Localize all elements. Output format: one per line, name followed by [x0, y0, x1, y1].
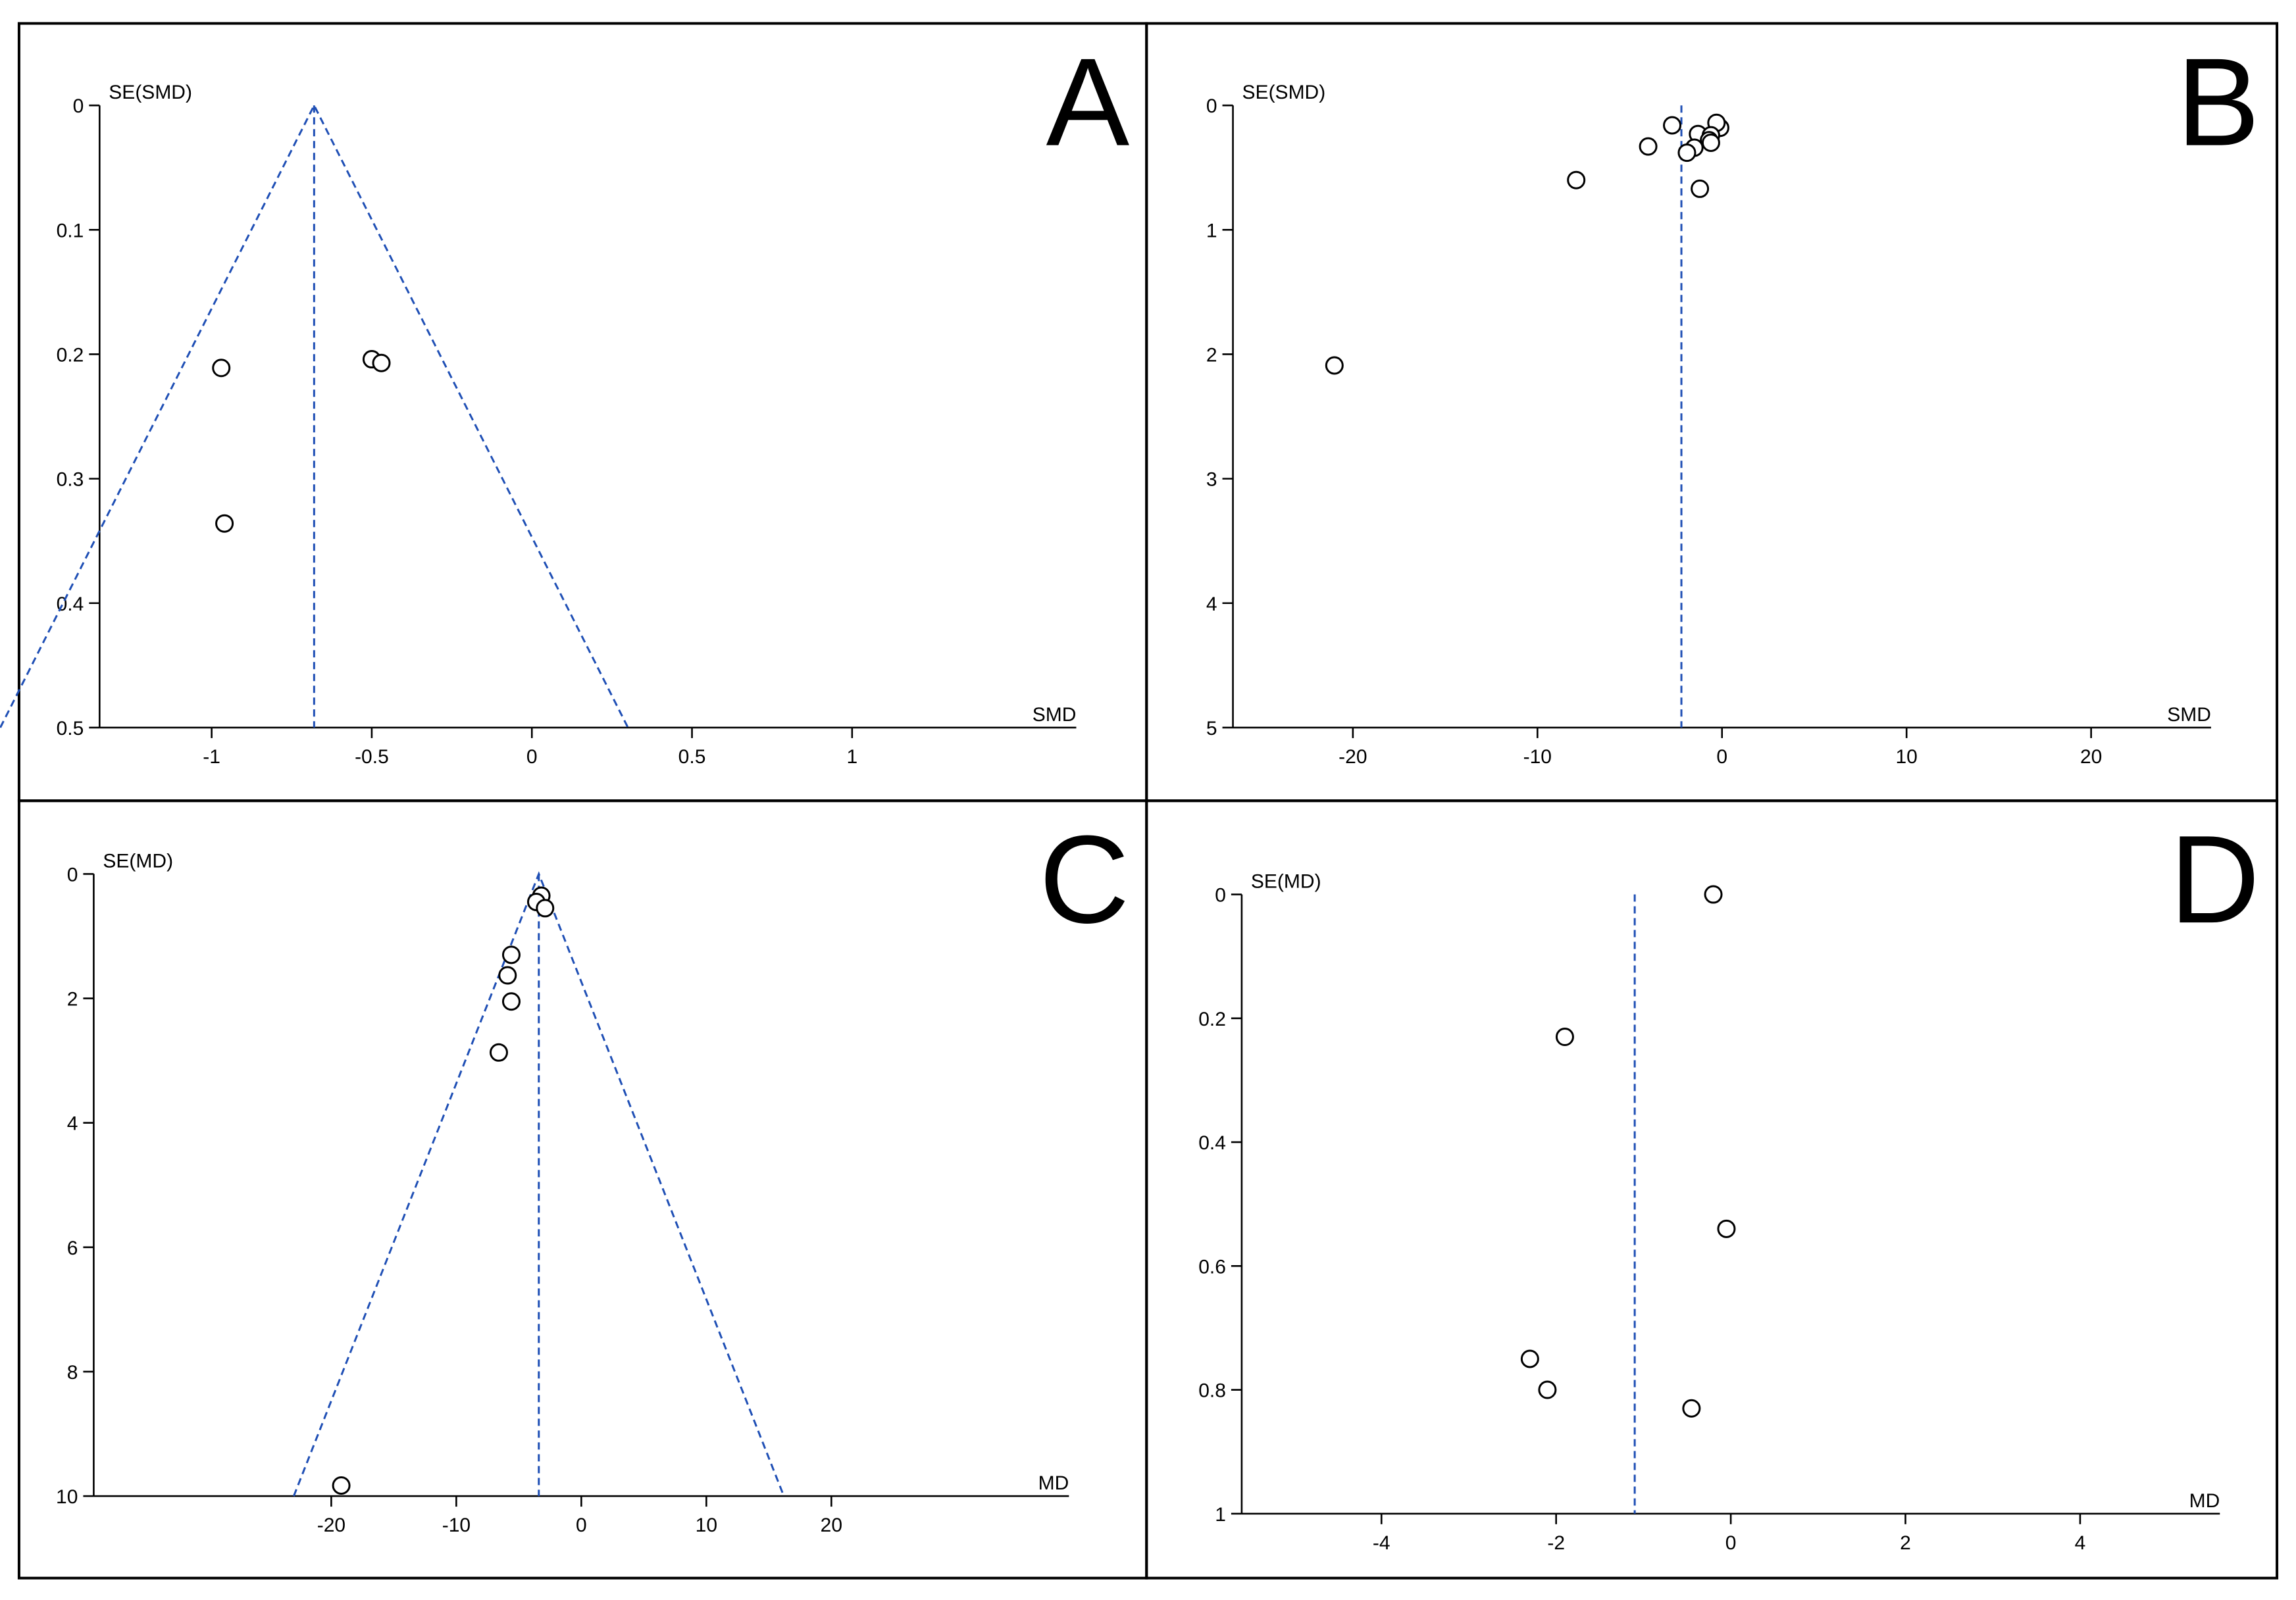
panel-label: A — [1046, 33, 1130, 172]
y-tick-label: 1 — [1206, 220, 1217, 241]
y-tick-label: 4 — [67, 1113, 78, 1135]
study-point — [1538, 1380, 1557, 1399]
study-point — [501, 992, 521, 1011]
x-tick-label: 2 — [1900, 1532, 1911, 1554]
study-point — [536, 899, 555, 918]
funnel-boundary — [292, 871, 785, 1497]
y-tick-label: 0.2 — [57, 344, 84, 366]
y-tick-label: 5 — [1206, 718, 1217, 739]
x-tick-label: -1 — [203, 746, 220, 768]
y-tick-label: 8 — [67, 1362, 78, 1384]
y-tick-label: 3 — [1206, 469, 1217, 491]
study-point — [1691, 179, 1710, 198]
y-axis-label: SE(SMD) — [109, 82, 192, 103]
study-point — [1555, 1028, 1574, 1047]
study-point — [1567, 170, 1586, 189]
study-point — [332, 1476, 351, 1495]
x-tick-label: 20 — [821, 1514, 842, 1536]
y-tick-label: 0.3 — [57, 469, 84, 491]
study-point — [1663, 116, 1682, 135]
x-tick-label: -2 — [1547, 1532, 1565, 1554]
study-point — [1704, 885, 1723, 904]
x-tick-label: 0.5 — [678, 746, 706, 768]
panel-label: C — [1039, 810, 1129, 949]
panel-a: 0 0.1 0.2 0.3 0.4 0.5 -1 -0.5 0 0.5 1 SE(SMD) SMD A — [0, 22, 1148, 803]
y-tick-label: 0.6 — [1198, 1256, 1226, 1278]
y-tick-label: 6 — [67, 1238, 78, 1259]
x-tick-label: -4 — [1373, 1532, 1390, 1554]
x-axis-label: SMD — [2167, 704, 2211, 726]
study-point — [372, 353, 391, 372]
x-tick-label: -0.5 — [355, 746, 389, 768]
y-axis-label: SE(SMD) — [1242, 82, 1326, 103]
x-tick-label: -20 — [1339, 746, 1367, 768]
y-tick-label: 0.2 — [1198, 1009, 1226, 1030]
y-tick-label: 0 — [1215, 885, 1226, 907]
x-axis-label: MD — [2189, 1490, 2220, 1512]
study-point — [1717, 1219, 1736, 1238]
x-axis-label: SMD — [1033, 704, 1077, 726]
y-tick-label: 1 — [1215, 1504, 1226, 1526]
y-axis-label: SE(MD) — [1251, 871, 1321, 893]
y-tick-label: 0.4 — [1198, 1132, 1226, 1154]
study-point — [501, 945, 521, 964]
x-axis-label: MD — [1038, 1472, 1069, 1494]
x-tick-label: 0 — [1716, 746, 1727, 768]
y-tick-label: 2 — [1206, 344, 1217, 366]
y-tick-label: 0.1 — [57, 220, 84, 241]
x-tick-label: 10 — [696, 1514, 717, 1536]
panel-d: 0 0.2 0.4 0.6 0.8 1 -4 -2 0 2 4 SE(MD) MD D — [1145, 799, 2279, 1580]
panel-border — [1145, 799, 2279, 1580]
study-point — [1701, 133, 1720, 152]
y-tick-label: 0 — [67, 864, 78, 886]
x-tick-label: 10 — [1896, 746, 1918, 768]
x-tick-label: 0 — [576, 1514, 587, 1536]
y-tick-label: 0 — [73, 95, 84, 117]
x-tick-label: 0 — [526, 746, 538, 768]
panel-label: B — [2176, 33, 2260, 172]
study-point — [1520, 1349, 1539, 1368]
x-tick-label: 1 — [846, 746, 857, 768]
panel-c: 0 2 4 6 8 10 -20 -10 0 10 20 SE(MD) MD C — [17, 799, 1148, 1580]
panels: 0 0.1 0.2 0.3 0.4 0.5 -1 -0.5 0 0.5 1 SE(SMD) SMD A 0 1… — [0, 22, 2279, 1580]
y-tick-label: 0.8 — [1198, 1380, 1226, 1402]
panel-label: D — [2170, 810, 2260, 949]
study-point — [1682, 1399, 1701, 1418]
funnel-boundary — [0, 103, 629, 728]
study-point — [1325, 356, 1344, 375]
study-point — [1677, 143, 1696, 162]
y-tick-label: 0.5 — [57, 718, 84, 739]
x-tick-label: 4 — [2075, 1532, 2086, 1554]
y-tick-label: 0 — [1206, 95, 1217, 117]
y-tick-label: 0.4 — [57, 593, 84, 615]
y-axis-label: SE(MD) — [103, 850, 173, 872]
x-tick-label: -10 — [1523, 746, 1552, 768]
study-point — [215, 514, 234, 533]
y-tick-label: 2 — [67, 989, 78, 1011]
study-point — [1639, 137, 1658, 156]
study-point — [212, 359, 231, 378]
x-tick-label: -20 — [317, 1514, 345, 1536]
study-point — [489, 1043, 508, 1062]
panel-b: 0 1 2 3 4 5 -20 -10 0 10 20 SE(SMD) SMD B — [1145, 22, 2279, 803]
x-tick-label: -10 — [442, 1514, 471, 1536]
y-tick-label: 10 — [56, 1486, 78, 1508]
study-point — [498, 966, 517, 985]
y-tick-label: 4 — [1206, 593, 1217, 615]
x-tick-label: 0 — [1725, 1532, 1737, 1554]
x-tick-label: 20 — [2080, 746, 2102, 768]
